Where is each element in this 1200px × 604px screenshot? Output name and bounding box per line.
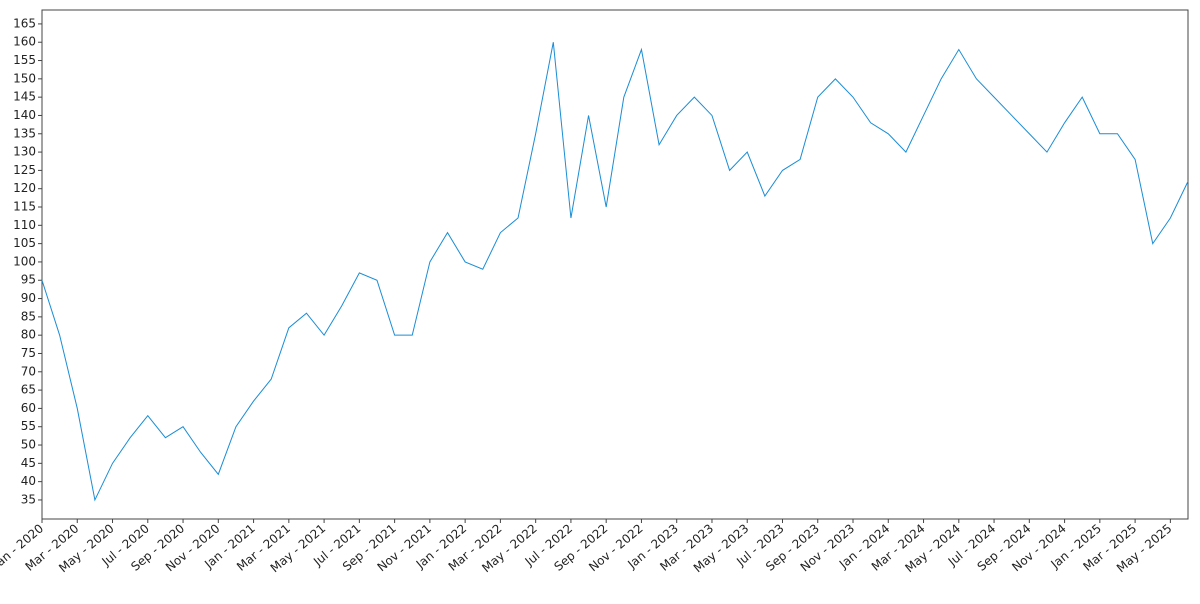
y-tick-label: 165 (13, 16, 36, 30)
y-tick-label: 95 (21, 273, 36, 287)
y-tick-label: 155 (13, 53, 36, 67)
y-tick-label: 90 (21, 291, 36, 305)
y-tick-label: 55 (21, 419, 36, 433)
y-tick-label: 140 (13, 108, 36, 122)
y-tick-label: 85 (21, 309, 36, 323)
y-tick-label: 145 (13, 90, 36, 104)
y-tick-label: 70 (21, 364, 36, 378)
y-tick-label: 160 (13, 35, 36, 49)
y-tick-label: 65 (21, 383, 36, 397)
y-tick-label: 150 (13, 71, 36, 85)
y-tick-label: 120 (13, 181, 36, 195)
y-tick-label: 110 (13, 218, 36, 232)
plot-frame (41, 9, 1189, 520)
y-tick-label: 60 (21, 401, 36, 415)
y-tick-label: 130 (13, 145, 36, 159)
y-tick-label: 105 (13, 236, 36, 250)
y-tick-label: 135 (13, 126, 36, 140)
y-tick-label: 45 (21, 456, 36, 470)
y-tick-label: 80 (21, 328, 36, 342)
y-tick-label: 40 (21, 474, 36, 488)
y-tick-label: 125 (13, 163, 36, 177)
y-tick-label: 50 (21, 438, 36, 452)
y-tick-label: 75 (21, 346, 36, 360)
series-line (41, 42, 1189, 502)
y-tick-label: 35 (21, 492, 36, 506)
y-tick-label: 115 (13, 200, 36, 214)
y-tick-label: 100 (13, 254, 36, 268)
